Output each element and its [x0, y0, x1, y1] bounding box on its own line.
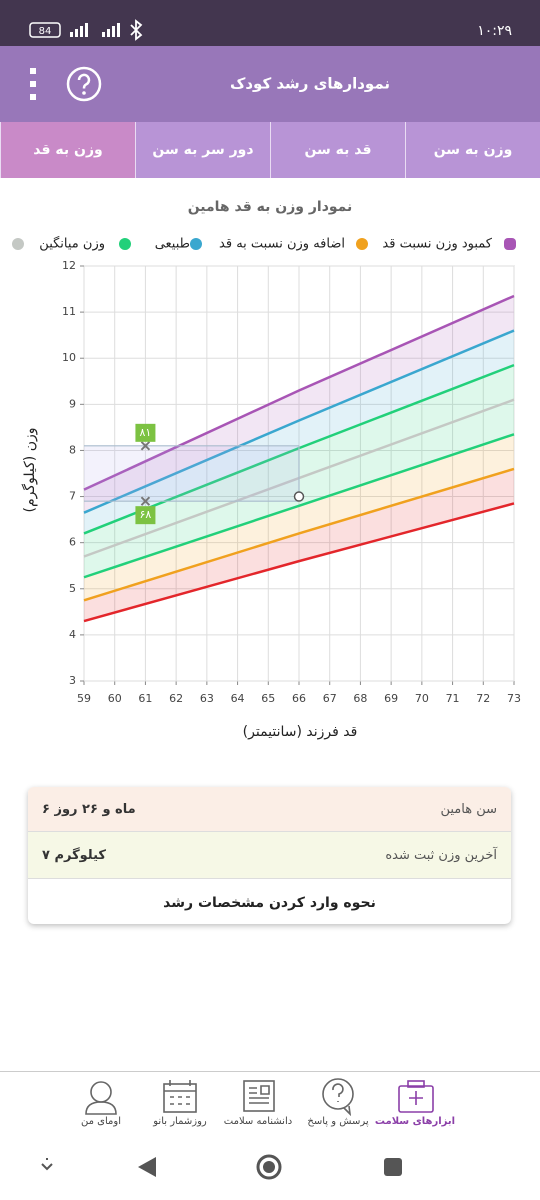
clock: ۱۰:۲۹: [477, 23, 512, 39]
x-tick-label: 72: [476, 692, 490, 705]
y-tick-label: 3: [69, 674, 76, 687]
x-tick-label: 63: [200, 692, 214, 705]
x-tick-label: 60: [108, 692, 122, 705]
tab[interactable]: وزن به سن: [405, 122, 540, 178]
nav-label[interactable]: روزشمار بانو: [153, 1116, 207, 1127]
y-tick-label: 12: [62, 259, 76, 272]
status-bar: 84 ۱۰:۲۹: [0, 0, 540, 46]
battery-level: 84: [39, 26, 52, 37]
nav-icon: [85, 1081, 117, 1115]
bluetooth-icon: [130, 19, 143, 41]
battery-icon: [29, 22, 61, 38]
y-tick-label: 10: [62, 351, 76, 364]
marker-label: ۸۱: [140, 426, 152, 439]
status-icons: 84 ۱۰:۲۹: [29, 19, 512, 41]
marker-badge: [135, 423, 156, 442]
range-highlight: [84, 445, 299, 502]
x-tick-label: 73: [507, 692, 521, 705]
info-row: سن هامین ۶ ماه و ۲۶ روز: [28, 787, 511, 832]
nav-icon: [243, 1080, 275, 1112]
x-tick-label: 70: [415, 692, 429, 705]
legend-dot: [504, 238, 516, 250]
x-axis-label: قد فرزند (سانتیمتر): [243, 724, 358, 740]
legend-dot: [119, 238, 131, 250]
series-line: [83, 294, 515, 491]
y-tick-label: 7: [69, 490, 76, 503]
help-button[interactable]: [66, 66, 102, 102]
info-value: ۶ ماه و ۲۶ روز: [42, 801, 136, 817]
x-tick-label: 71: [446, 692, 460, 705]
x-tick-label: 59: [77, 692, 91, 705]
nav-icon: [322, 1078, 354, 1116]
chart-title: نمودار وزن به قد هامین: [188, 199, 353, 215]
series-line: [83, 433, 515, 579]
marker-label: ۶۸: [140, 508, 152, 521]
tab[interactable]: قد به سن: [270, 122, 405, 178]
nav-label[interactable]: اومای من: [81, 1116, 121, 1127]
info-card: سن هامین ۶ ماه و ۲۶ روز آخرین وزن ثبت شد…: [28, 787, 511, 924]
app-bar-content: نمودارهای رشد کودک: [30, 66, 390, 102]
y-tick-label: 6: [69, 536, 76, 549]
y-axis-label: وزن (کیلوگرم): [21, 428, 38, 513]
info-label: سن هامین: [440, 801, 497, 817]
nav-hide[interactable]: [41, 1158, 53, 1171]
nav-label[interactable]: دانشنامه سلامت: [223, 1116, 293, 1127]
chart: نمودار وزن به قد هامین قد فرزند (سانتیمت…: [12, 199, 521, 740]
tab[interactable]: وزن به قد: [0, 122, 135, 178]
nav-icon: [398, 1080, 434, 1113]
nav-back[interactable]: [138, 1157, 156, 1177]
y-tick-label: 9: [69, 397, 76, 410]
marker-badge: [135, 506, 156, 525]
x-tick-label: 68: [353, 692, 367, 705]
nav-label[interactable]: ابزارهای سلامت: [374, 1116, 456, 1127]
nav-label[interactable]: پرسش و پاسخ: [307, 1116, 369, 1127]
app-title: نمودارهای رشد کودک: [230, 75, 390, 93]
x-tick-label: 64: [231, 692, 245, 705]
nav-icon: [163, 1080, 197, 1113]
band-fill: [84, 468, 514, 622]
nav-home[interactable]: [256, 1154, 282, 1180]
x-tick-label: 69: [384, 692, 398, 705]
system-nav: [41, 1154, 402, 1180]
series-line: [83, 467, 515, 602]
y-tick-label: 8: [69, 443, 76, 456]
legend-dot: [356, 238, 368, 250]
nav-recents[interactable]: [384, 1158, 402, 1176]
x-tick-label: 62: [169, 692, 183, 705]
x-tick-label: 66: [292, 692, 306, 705]
series-line: [83, 502, 515, 623]
x-tick-label: 65: [261, 692, 275, 705]
x-tick-label: 67: [323, 692, 337, 705]
x-tick-label: 61: [138, 692, 152, 705]
band-fill: [84, 295, 514, 513]
legend-dot: [12, 238, 24, 250]
info-value: ۷ کیلوگرم: [42, 847, 106, 863]
marker: [140, 496, 151, 506]
marker: [140, 441, 151, 451]
help-link[interactable]: نحوه وارد کردن مشخصات رشد: [163, 894, 376, 911]
tab[interactable]: دور سر به سن: [135, 122, 270, 178]
legend-label: طبیعی: [155, 237, 190, 252]
y-tick-label: 4: [69, 628, 76, 641]
series-line: [83, 329, 515, 514]
child-point: [293, 491, 305, 502]
legend-dot: [190, 238, 202, 250]
y-tick-label: 5: [69, 582, 76, 595]
nav-icons: [85, 1078, 434, 1116]
bottom-nav: ابزارهای سلامت پرسش و پاسخ دانشنامه سلامت ر…: [0, 1071, 540, 1140]
y-tick-label: 11: [62, 305, 76, 318]
info-label: آخرین وزن ثبت شده: [385, 847, 497, 863]
menu-button[interactable]: [30, 68, 36, 100]
signal-icon: [70, 23, 120, 37]
legend-label: وزن میانگین: [39, 236, 105, 252]
band-fill: [84, 434, 514, 601]
app-bar: نمودارهای رشد کودک: [0, 46, 540, 122]
legend-label: کمبود وزن نسبت قد: [382, 237, 492, 252]
band-fill: [84, 330, 514, 534]
tab-bar: وزن به سن قد به سن دور سر به سن وزن به قد: [0, 122, 540, 178]
info-row: آخرین وزن ثبت شده ۷ کیلوگرم: [28, 832, 511, 879]
legend-label: اضافه وزن نسبت به قد: [219, 237, 345, 252]
